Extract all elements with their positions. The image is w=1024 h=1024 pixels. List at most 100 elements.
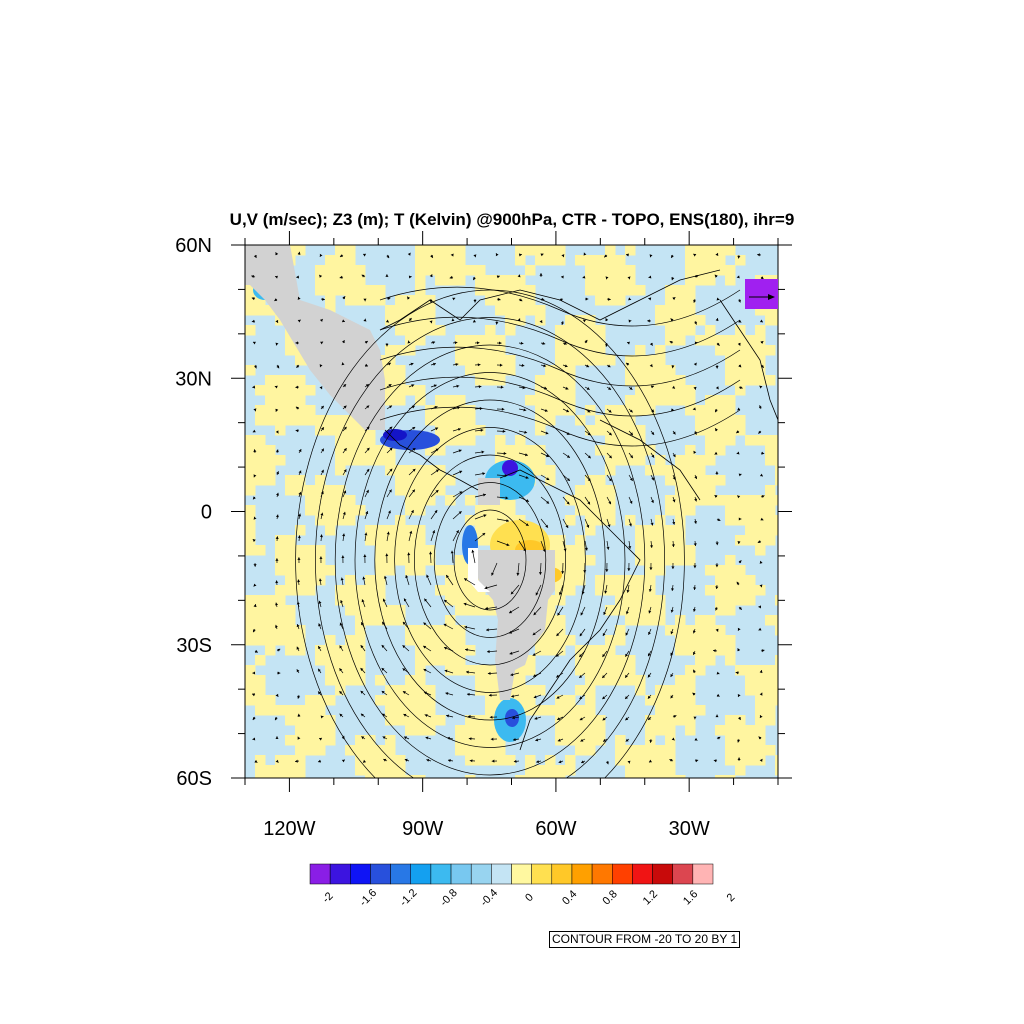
positive-anomaly-cell [295,765,306,776]
positive-anomaly-cell [765,445,776,456]
wind-vector-head [483,493,486,497]
positive-anomaly-cell [425,495,436,506]
wind-vector-head [366,447,370,451]
wind-vector-head [435,469,439,473]
wind-vector-head [605,276,609,280]
positive-anomaly-cell [255,475,266,486]
positive-anomaly-cell [605,245,616,256]
positive-anomaly-cell [745,525,756,536]
positive-anomaly-cell [245,485,256,496]
wind-vector-head [479,407,483,411]
positive-anomaly-cell [385,355,396,366]
wind-vector-head [251,319,255,323]
positive-anomaly-cell [265,385,276,396]
wind-vector-head [459,491,463,495]
wind-vector-head [484,586,488,590]
positive-anomaly-cell [465,595,476,606]
positive-anomaly-cell [485,335,496,346]
wind-vector-head [473,277,476,281]
wind-vector-head [519,253,522,257]
wind-vector-head [693,253,697,257]
positive-anomaly-cell [295,475,306,486]
positive-anomaly-cell [465,775,476,778]
coastline [719,299,778,421]
positive-anomaly-cell [285,575,296,586]
positive-anomaly-cell [765,675,776,686]
positive-anomaly-cell [475,755,486,766]
positive-anomaly-cell [515,455,526,466]
positive-anomaly-cell [365,595,376,606]
positive-anomaly-cell [255,435,266,446]
positive-anomaly-cell [485,515,496,526]
wind-vector-head [402,645,406,649]
positive-anomaly-cell [395,535,406,546]
positive-anomaly-cell [495,445,506,456]
positive-anomaly-cell [545,705,556,716]
positive-anomaly-cell [455,395,466,406]
wind-vector-head [717,736,721,740]
positive-anomaly-cell [355,735,366,746]
positive-anomaly-cell [385,705,396,716]
positive-anomaly-cell [725,775,736,778]
positive-anomaly-cell [715,605,726,616]
positive-anomaly-cell [695,475,706,486]
wind-vector-head [253,341,256,345]
positive-anomaly-cell [695,625,706,636]
wind-vector-head [738,473,742,477]
wind-vector-head [499,363,503,367]
positive-anomaly-cell [505,365,516,376]
positive-anomaly-cell [675,635,686,646]
positive-anomaly-cell [655,775,666,778]
positive-anomaly-cell [745,375,756,386]
wind-vector-head [469,759,473,763]
positive-anomaly-cell [505,275,516,286]
positive-anomaly-cell [755,525,766,536]
positive-anomaly-cell [565,635,576,646]
longitude-labels: 120W 90W 60W 30W [263,818,710,840]
positive-anomaly-cell [385,385,396,396]
positive-anomaly-cell [715,425,726,436]
positive-anomaly-cell [515,445,526,456]
wind-vector-head [649,342,653,346]
positive-anomaly-cell [715,725,726,736]
positive-anomaly-cell [685,675,696,686]
positive-anomaly-cell [475,535,486,546]
positive-anomaly-cell [735,505,746,516]
positive-anomaly-cell [465,735,476,746]
positive-anomaly-cell [355,635,366,646]
colorbar-label: -1.6 [357,887,379,909]
positive-anomaly-cell [405,705,416,716]
positive-anomaly-cell [715,245,726,256]
positive-anomaly-cell [405,675,416,686]
positive-anomaly-cell [625,395,636,406]
positive-anomaly-cell [655,745,666,756]
positive-anomaly-cell [735,495,746,506]
positive-anomaly-cell [685,485,696,496]
positive-anomaly-cell [585,665,596,676]
positive-anomaly-cell [715,585,726,596]
positive-anomaly-cell [365,605,376,616]
positive-anomaly-cell [385,555,396,566]
wind-vector-head [713,759,717,763]
positive-anomaly-cell [715,575,726,586]
positive-anomaly-cell [745,745,756,756]
wind-vector-head [671,737,675,741]
positive-anomaly-cell [755,375,766,386]
positive-anomaly-cell [355,625,366,636]
colorbar-label: 0.4 [560,888,579,907]
colorbar-swatch [591,863,613,885]
wind-vector-head [516,572,520,576]
positive-anomaly-cell [635,685,646,696]
wind-vector-head [275,252,279,256]
colorbar-label: 0 [523,891,536,904]
wind-vector-head [433,384,437,388]
positive-anomaly-cell [425,705,436,716]
wind-vector-head [381,691,385,694]
positive-anomaly-cell [405,545,416,556]
wind-vector-head [402,691,406,694]
positive-anomaly-cell [325,495,336,506]
positive-anomaly-cell [445,405,456,416]
positive-anomaly-cell [255,605,266,616]
positive-anomaly-cell [655,705,666,716]
wind-vector-head [757,253,760,257]
